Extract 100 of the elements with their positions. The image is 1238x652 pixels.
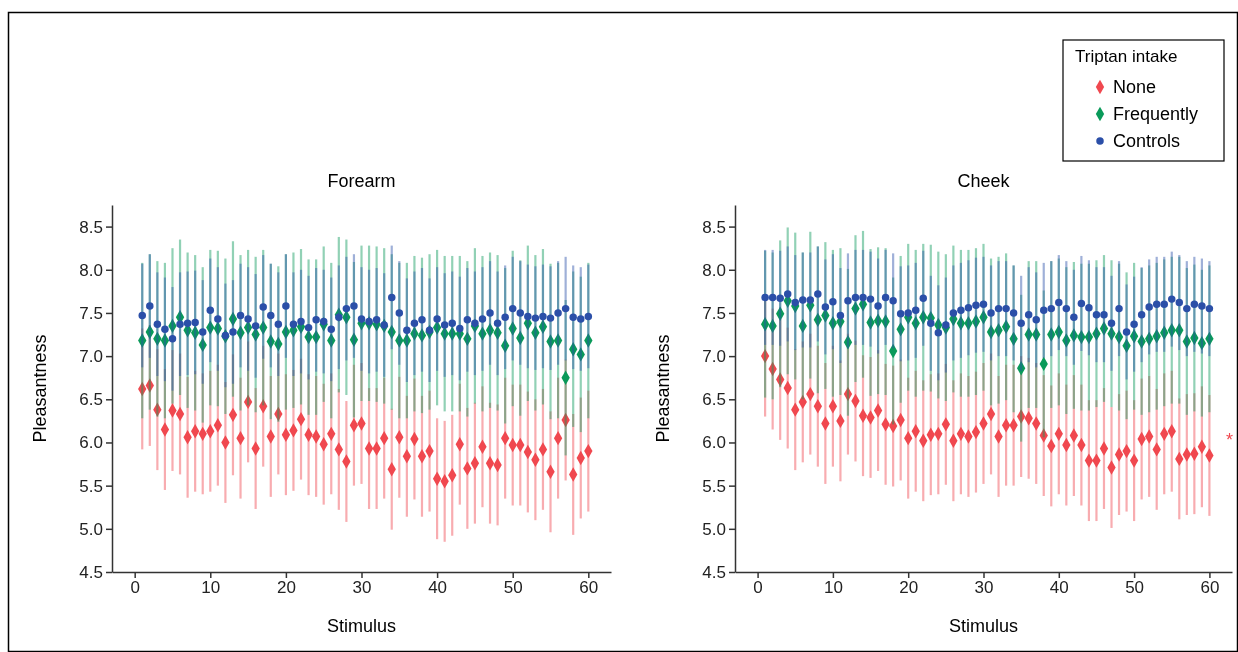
point — [1168, 295, 1176, 303]
point — [1183, 304, 1191, 313]
point — [206, 306, 215, 315]
y-tick-label: 7.5 — [702, 303, 726, 323]
point — [168, 335, 177, 343]
legend-label: Frequently — [1113, 104, 1199, 124]
y-tick-label: 5.5 — [702, 476, 726, 496]
point — [874, 302, 882, 310]
point — [1062, 304, 1071, 313]
point — [1017, 319, 1025, 328]
y-tick-label: 8.5 — [702, 217, 726, 237]
point — [911, 306, 920, 315]
x-tick-label: 10 — [201, 578, 221, 598]
point — [1085, 304, 1093, 312]
x-tick-label: 40 — [428, 578, 448, 598]
point — [388, 293, 396, 302]
point — [493, 319, 502, 328]
point — [851, 293, 860, 302]
point — [949, 309, 958, 317]
point — [1160, 300, 1168, 309]
point — [486, 309, 494, 317]
point — [350, 302, 358, 310]
point — [979, 300, 988, 309]
x-tick-label: 30 — [352, 578, 372, 598]
point — [395, 309, 404, 317]
point — [478, 315, 487, 323]
point — [236, 311, 245, 320]
chart-title: Cheek — [957, 171, 1011, 191]
x-axis-title: Stimulus — [326, 616, 397, 636]
point — [1115, 304, 1123, 313]
y-tick-label: 8.0 — [79, 260, 103, 280]
point — [448, 319, 456, 328]
point — [146, 302, 154, 310]
point — [176, 320, 184, 328]
x-tick-label: 20 — [276, 578, 296, 598]
point — [836, 311, 845, 320]
y-tick-label: 7.5 — [79, 303, 103, 323]
y-tick-label: 8.0 — [702, 260, 726, 280]
point — [1002, 304, 1010, 313]
y-tick-label: 5.0 — [79, 519, 103, 539]
point — [972, 301, 980, 309]
point — [919, 294, 927, 302]
point — [768, 293, 777, 302]
point — [791, 298, 799, 307]
point — [244, 315, 252, 323]
point — [889, 297, 897, 305]
point — [776, 294, 784, 302]
x-tick-label: 60 — [1200, 578, 1220, 598]
point — [304, 323, 313, 332]
point — [806, 296, 815, 304]
point — [191, 318, 199, 327]
point — [539, 312, 547, 321]
point — [403, 326, 411, 334]
point — [297, 317, 305, 326]
point — [1198, 302, 1206, 310]
x-tick-label: 50 — [503, 578, 523, 598]
point — [214, 315, 222, 323]
annotation: * — [1226, 430, 1234, 450]
y-tick-label: 8.5 — [79, 217, 103, 237]
point — [859, 293, 867, 302]
point — [554, 309, 562, 317]
point — [1092, 310, 1101, 319]
point — [418, 316, 426, 324]
point — [524, 312, 532, 321]
point — [783, 290, 792, 298]
y-tick-label: 5.0 — [702, 519, 726, 539]
y-tick-label: 6.0 — [79, 433, 103, 453]
x-axis-title: Stimulus — [948, 616, 1019, 636]
point — [1137, 310, 1146, 319]
point — [844, 297, 852, 305]
point — [531, 314, 540, 322]
point — [1130, 320, 1138, 328]
x-tick-label: 50 — [1125, 578, 1145, 598]
point — [138, 311, 146, 320]
point — [365, 317, 373, 326]
point — [1040, 306, 1048, 315]
point — [229, 328, 237, 336]
point — [153, 320, 162, 328]
point — [251, 322, 260, 330]
point — [561, 304, 570, 313]
point — [342, 304, 351, 313]
y-tick-label: 6.5 — [702, 390, 726, 410]
point — [957, 306, 965, 315]
point — [569, 313, 577, 321]
point — [357, 315, 366, 323]
point — [312, 316, 320, 324]
point — [829, 297, 837, 306]
legend-title: Triptan intake — [1075, 47, 1178, 66]
point — [425, 326, 434, 334]
x-tick-label: 40 — [1049, 578, 1069, 598]
point — [584, 312, 593, 321]
point — [161, 325, 169, 334]
point — [994, 304, 1003, 313]
point — [327, 325, 335, 334]
point — [1009, 309, 1018, 317]
point — [1145, 303, 1153, 311]
point — [1032, 316, 1040, 324]
x-tick-label: 10 — [823, 578, 843, 598]
point — [1070, 313, 1078, 321]
y-tick-label: 4.5 — [79, 562, 103, 582]
